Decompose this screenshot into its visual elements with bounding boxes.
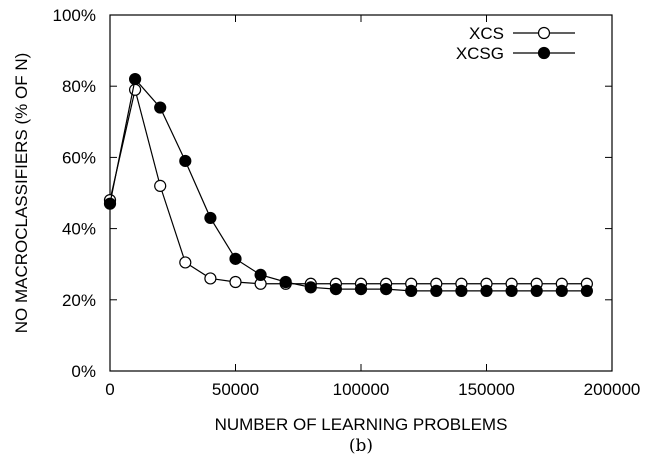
y-tick-label: 60%	[62, 148, 96, 167]
data-point-xcsg	[103, 197, 117, 210]
series-line-xcs	[109, 89, 587, 285]
data-point-xcsg	[304, 281, 317, 294]
data-point-xcsg	[229, 252, 242, 265]
data-point-xcsg	[555, 284, 568, 297]
data-point-xcsg	[405, 284, 418, 297]
x-tick-label: 100000	[333, 380, 390, 399]
legend-marker-xcsg	[537, 46, 551, 60]
data-point-xcs	[129, 83, 142, 96]
data-point-xcsg	[455, 284, 468, 297]
data-point-xcsg	[129, 72, 142, 86]
data-point-xcsg	[354, 283, 368, 296]
y-tick-label: 0%	[71, 362, 96, 381]
data-point-xcsg	[480, 284, 493, 297]
plot-frame	[109, 14, 613, 372]
data-point-xcs	[154, 179, 167, 192]
y-tick-label: 40%	[62, 220, 96, 239]
figure-caption: (b)	[349, 436, 373, 456]
x-tick-label: 150000	[458, 380, 515, 399]
data-point-xcsg	[154, 101, 167, 114]
data-point-xcsg	[505, 284, 518, 297]
x-tick-label: 50000	[212, 380, 259, 399]
data-point-xcsg	[380, 283, 393, 296]
data-point-xcsg	[430, 284, 443, 297]
data-point-xcsg	[329, 283, 342, 296]
data-point-xcs	[204, 272, 217, 285]
legend-label-xcs: XCS	[469, 24, 504, 43]
data-point-xcs	[229, 275, 242, 289]
x-tick-label: 200000	[584, 380, 641, 399]
series	[103, 72, 594, 297]
data-point-xcs	[179, 256, 192, 269]
data-point-xcsg	[580, 284, 594, 297]
data-point-xcsg	[204, 211, 217, 225]
legend-marker-xcs	[537, 26, 551, 40]
y-tick-label: 80%	[62, 77, 96, 96]
data-point-xcsg	[279, 275, 292, 289]
axes	[109, 14, 613, 372]
x-tick-label: 0	[105, 380, 114, 399]
data-point-xcsg	[530, 284, 543, 297]
legend-label-xcsg: XCSG	[456, 44, 504, 63]
x-axis-title: NUMBER OF LEARNING PROBLEMS	[215, 415, 508, 434]
series-xcsg	[103, 72, 594, 297]
y-axis-title: NO MACROCLASSIFIERS (% OF N)	[12, 53, 31, 334]
data-point-xcsg	[179, 154, 192, 168]
y-tick-label: 20%	[62, 291, 96, 310]
y-tick-label: 100%	[53, 6, 96, 25]
data-point-xcsg	[254, 268, 267, 281]
ticks: 0 50000 100000 150000 200000 0% 20% 40% 60% 80% 10…	[53, 6, 641, 399]
series-xcs	[103, 83, 594, 290]
